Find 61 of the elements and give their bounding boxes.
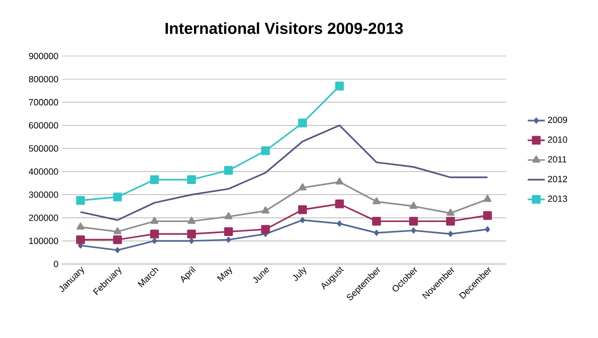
- y-tick-label: 800000: [28, 76, 58, 82]
- point: [483, 211, 492, 220]
- point: [76, 235, 85, 244]
- point: [114, 227, 122, 234]
- y-tick-label: 300000: [28, 191, 58, 198]
- point: [261, 146, 270, 156]
- point: [224, 166, 233, 175]
- y-tick-label: 100000: [29, 238, 58, 244]
- point: [298, 183, 306, 190]
- point: [337, 220, 342, 227]
- point: [411, 227, 416, 234]
- point: [150, 175, 159, 184]
- point: [336, 178, 344, 185]
- point: [261, 224, 270, 234]
- point: [188, 216, 196, 224]
- legend-label: 2009: [548, 116, 568, 124]
- point: [372, 197, 380, 204]
- point: [262, 206, 270, 214]
- y-tick-label: 700000: [29, 99, 58, 106]
- point: [410, 202, 418, 209]
- point: [335, 82, 344, 90]
- point: [224, 212, 232, 220]
- y-tick-label: 900000: [28, 52, 58, 60]
- point: [189, 238, 194, 244]
- point: [150, 216, 158, 224]
- point: [446, 208, 454, 216]
- point: [335, 200, 344, 208]
- point: [484, 194, 492, 202]
- point: [187, 230, 196, 238]
- point: [150, 230, 159, 238]
- x-tick-label: July: [292, 266, 306, 281]
- chart-title: International Visitors 2009-2013: [166, 22, 403, 34]
- legend-label: 2012: [548, 176, 568, 182]
- y-tick-label: 500000: [28, 145, 58, 152]
- point: [115, 247, 120, 254]
- point: [152, 238, 157, 244]
- line-series: [80, 124, 488, 221]
- point: [446, 216, 455, 226]
- point: [448, 230, 453, 237]
- point: [298, 205, 307, 214]
- point: [409, 216, 418, 226]
- legend-label: 2010: [548, 136, 568, 143]
- point: [76, 222, 84, 230]
- point: [113, 192, 122, 202]
- point: [187, 175, 196, 184]
- point: [300, 217, 305, 224]
- point: [298, 118, 307, 128]
- y-tick-label: 0: [54, 260, 58, 268]
- point: [374, 230, 379, 236]
- point: [372, 216, 381, 226]
- point: [224, 227, 233, 236]
- legend-label: 2011: [548, 156, 566, 162]
- y-tick-label: 600000: [29, 122, 58, 129]
- legend-label: 2013: [548, 196, 568, 202]
- point: [76, 196, 85, 205]
- x-tick-label: May: [217, 266, 232, 282]
- point: [113, 235, 122, 244]
- y-tick-label: 200000: [29, 214, 58, 221]
- point: [485, 226, 490, 232]
- point: [226, 236, 231, 243]
- y-tick-label: 400000: [28, 168, 58, 175]
